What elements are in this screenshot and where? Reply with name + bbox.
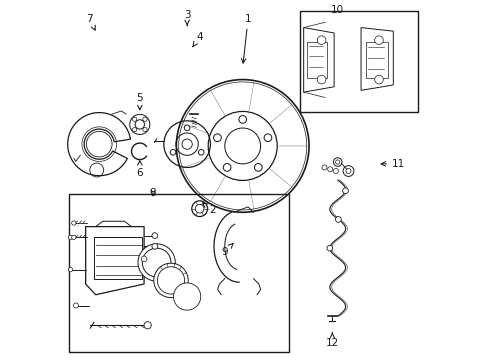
Circle shape [135,120,144,129]
Bar [69,194,289,352]
Text: 8: 8 [149,188,156,198]
Circle shape [142,248,171,277]
Text: 4: 4 [192,32,203,47]
Circle shape [317,36,325,44]
Text: 9: 9 [221,243,233,257]
Circle shape [152,233,158,238]
Circle shape [129,114,149,134]
Bar [366,42,387,78]
Bar [94,237,142,279]
Circle shape [264,134,271,141]
Text: 1: 1 [241,14,251,63]
Circle shape [238,116,246,123]
Circle shape [68,235,73,239]
Circle shape [141,256,147,262]
Circle shape [326,245,332,251]
Circle shape [198,149,203,155]
Circle shape [72,235,76,239]
Text: 5: 5 [136,93,143,110]
Text: 12: 12 [325,333,338,348]
Circle shape [374,36,383,44]
Circle shape [72,221,76,225]
Circle shape [170,149,175,155]
Circle shape [138,244,175,281]
Text: 3: 3 [183,10,190,26]
Circle shape [254,163,262,171]
Circle shape [144,321,151,329]
Circle shape [213,134,221,141]
Circle shape [132,127,137,132]
Text: 10: 10 [330,5,344,15]
Circle shape [152,243,158,249]
Circle shape [68,267,73,272]
Circle shape [342,188,347,194]
Text: 6: 6 [136,161,143,178]
Circle shape [73,303,78,308]
Bar [306,42,326,78]
Text: 2: 2 [203,203,215,216]
Circle shape [317,75,325,84]
Text: 7: 7 [86,14,95,30]
Circle shape [153,263,188,298]
Circle shape [157,267,184,294]
Circle shape [132,117,137,121]
Circle shape [184,125,189,131]
Circle shape [142,117,147,121]
Text: 11: 11 [380,159,405,169]
Circle shape [374,75,383,84]
Circle shape [142,127,147,132]
Circle shape [335,217,341,222]
Circle shape [223,163,230,171]
Bar [300,12,418,112]
Circle shape [173,283,201,310]
